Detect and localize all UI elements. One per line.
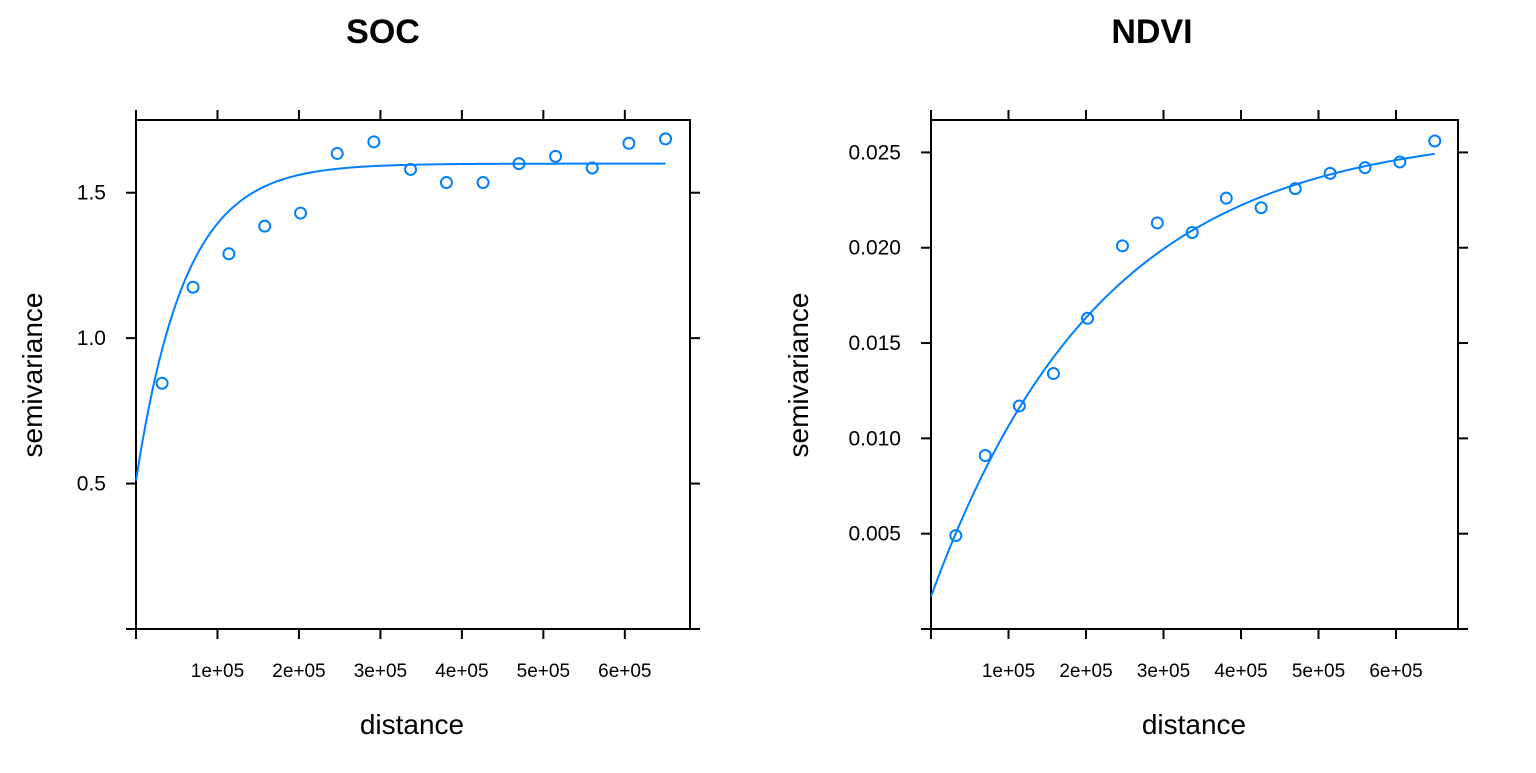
data-point bbox=[476, 176, 490, 190]
data-point bbox=[978, 449, 992, 463]
data-point bbox=[367, 135, 381, 149]
data-point bbox=[222, 247, 236, 261]
x-tick-label: 2e+05 bbox=[272, 661, 325, 682]
data-point bbox=[1323, 166, 1337, 180]
x-tick-label: 3e+05 bbox=[1137, 661, 1190, 682]
y-tick-label: 0.010 bbox=[848, 427, 901, 450]
data-point bbox=[659, 132, 673, 146]
data-point bbox=[330, 146, 344, 160]
data-point bbox=[258, 219, 272, 233]
y-tick-label: 0.020 bbox=[848, 237, 901, 260]
point-layer bbox=[949, 134, 1442, 543]
data-point bbox=[439, 176, 453, 190]
data-point bbox=[1150, 216, 1164, 230]
ndvi-panel: NDVI distance semivariance 1e+05 2e+05 3e+… bbox=[783, 13, 1468, 740]
data-point bbox=[404, 162, 418, 176]
x-tick-label: 4e+05 bbox=[1214, 661, 1267, 682]
x-tick-label: 6e+05 bbox=[1369, 661, 1422, 682]
tick-layer: 1e+05 2e+05 3e+05 4e+05 5e+05 6e+05 0.5 1.0 1.5 bbox=[77, 110, 700, 682]
x-tick-label: 5e+05 bbox=[517, 661, 570, 682]
x-axis-label: distance bbox=[360, 709, 464, 740]
data-point bbox=[1254, 201, 1268, 215]
data-point bbox=[622, 136, 636, 150]
fit-layer bbox=[930, 152, 1435, 597]
tick-layer: 1e+05 2e+05 3e+05 4e+05 5e+05 6e+05 0.005 0.010… bbox=[848, 110, 1468, 682]
data-point bbox=[1428, 134, 1442, 148]
x-tick-label: 6e+05 bbox=[598, 661, 651, 682]
plot-frame bbox=[930, 119, 1459, 630]
plot-frame bbox=[135, 119, 691, 630]
data-point bbox=[1393, 155, 1407, 169]
data-point bbox=[1012, 399, 1026, 413]
y-tick-label: 1.5 bbox=[77, 182, 106, 205]
data-point bbox=[1288, 182, 1302, 196]
data-point bbox=[949, 529, 963, 543]
x-tick-label: 4e+05 bbox=[435, 661, 488, 682]
data-point bbox=[512, 157, 526, 171]
data-point bbox=[1081, 311, 1095, 325]
data-point bbox=[155, 376, 169, 390]
x-axis-label: distance bbox=[1142, 709, 1246, 740]
y-axis-label: semivariance bbox=[17, 293, 48, 458]
fit-layer bbox=[135, 162, 666, 481]
data-point bbox=[585, 161, 599, 175]
data-point bbox=[549, 149, 563, 163]
point-layer bbox=[155, 132, 673, 390]
model-fit-line bbox=[135, 162, 666, 481]
x-tick-label: 1e+05 bbox=[982, 661, 1035, 682]
data-point bbox=[1185, 225, 1199, 239]
y-tick-label: 0.5 bbox=[77, 473, 106, 496]
y-tick-label: 0.025 bbox=[848, 141, 901, 164]
x-tick-label: 5e+05 bbox=[1292, 661, 1345, 682]
data-point bbox=[1358, 161, 1372, 175]
y-tick-label: 0.015 bbox=[848, 332, 901, 355]
panel-title: SOC bbox=[346, 13, 420, 51]
x-tick-label: 3e+05 bbox=[354, 661, 407, 682]
soc-panel: SOC distance semivariance 1e+05 2e+05 3e+0… bbox=[17, 13, 700, 740]
data-point bbox=[1115, 239, 1129, 253]
y-tick-label: 1.0 bbox=[77, 327, 106, 350]
data-point bbox=[1219, 191, 1233, 205]
panel-title: NDVI bbox=[1111, 13, 1192, 51]
y-axis-label: semivariance bbox=[783, 293, 814, 458]
data-point bbox=[294, 206, 308, 220]
y-tick-label: 0.005 bbox=[848, 523, 901, 546]
x-tick-label: 1e+05 bbox=[191, 661, 244, 682]
x-tick-label: 2e+05 bbox=[1059, 661, 1112, 682]
data-point bbox=[186, 280, 200, 294]
data-point bbox=[1046, 367, 1060, 381]
model-fit-line bbox=[930, 152, 1435, 597]
